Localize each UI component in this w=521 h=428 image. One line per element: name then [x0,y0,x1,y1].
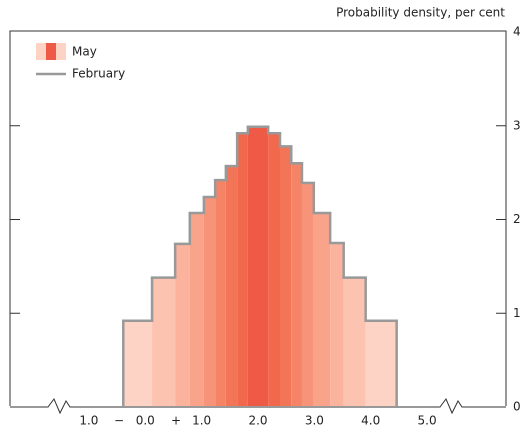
x-tick-label: 3.0 [305,414,324,428]
x-tick-label: 1.0 [79,414,98,428]
y-tick-label: 4 [513,25,521,39]
x-tick-label: 5.0 [418,414,437,428]
y-tick-label: 1 [513,306,521,320]
bar [343,277,366,407]
bar [313,212,331,407]
bar [203,197,216,407]
bar [365,320,397,407]
bar [123,320,153,407]
sign-annotation: − [114,414,124,428]
y-tick-label: 2 [513,212,521,226]
bar [268,133,280,407]
bar [291,163,302,407]
x-tick-label: 4.0 [361,414,380,428]
bar [215,180,226,407]
y-tick-label: 3 [513,118,521,132]
legend-label: February [72,67,125,81]
sign-annotation: + [171,414,181,428]
bar [330,242,344,407]
x-tick-label: 2.0 [248,414,267,428]
legend-swatch [46,43,56,60]
bar [247,126,269,407]
bar [279,146,292,407]
legend-label: May [72,45,97,59]
bar [301,182,314,407]
x-axis [10,398,506,415]
x-tick-label: 1.0 [192,414,211,428]
y-tick-label: 0 [513,400,521,414]
bar [225,166,238,407]
bar [237,133,248,407]
bar [189,212,204,407]
bar [152,277,176,407]
y-axis-label: Probability density, per cent [336,6,505,20]
bar [175,243,190,407]
x-tick-label: 0.0 [136,414,155,428]
